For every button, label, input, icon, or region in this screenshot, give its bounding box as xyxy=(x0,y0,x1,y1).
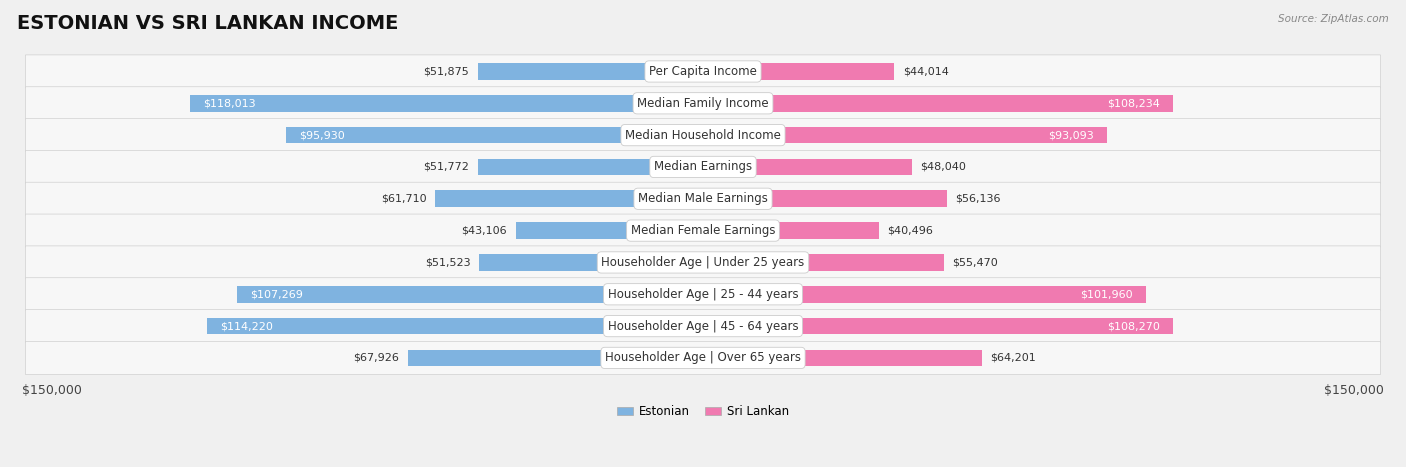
Bar xyxy=(703,350,981,366)
Bar xyxy=(703,63,894,80)
Text: Per Capita Income: Per Capita Income xyxy=(650,65,756,78)
Bar xyxy=(478,159,703,175)
Bar xyxy=(703,127,1108,143)
Text: $61,710: $61,710 xyxy=(381,194,426,204)
Text: $51,875: $51,875 xyxy=(423,66,470,77)
Text: Householder Age | 25 - 44 years: Householder Age | 25 - 44 years xyxy=(607,288,799,301)
Bar xyxy=(478,63,703,80)
FancyBboxPatch shape xyxy=(25,341,1381,375)
Bar xyxy=(479,254,703,271)
Text: $118,013: $118,013 xyxy=(204,98,256,108)
Text: $40,496: $40,496 xyxy=(887,226,934,236)
Text: $56,136: $56,136 xyxy=(956,194,1001,204)
Bar xyxy=(703,286,1146,303)
Text: $107,269: $107,269 xyxy=(250,289,304,299)
Text: $108,234: $108,234 xyxy=(1107,98,1160,108)
Text: $51,523: $51,523 xyxy=(425,257,471,268)
Text: $95,930: $95,930 xyxy=(299,130,344,140)
Bar xyxy=(516,222,703,239)
Text: $48,040: $48,040 xyxy=(921,162,966,172)
Text: Householder Age | Under 25 years: Householder Age | Under 25 years xyxy=(602,256,804,269)
Bar xyxy=(703,191,946,207)
Text: $55,470: $55,470 xyxy=(953,257,998,268)
Bar xyxy=(703,159,911,175)
Text: $108,270: $108,270 xyxy=(1108,321,1160,331)
Text: $51,772: $51,772 xyxy=(423,162,470,172)
Text: $43,106: $43,106 xyxy=(461,226,508,236)
Bar xyxy=(434,191,703,207)
Text: $93,093: $93,093 xyxy=(1049,130,1094,140)
Text: $114,220: $114,220 xyxy=(219,321,273,331)
Text: Median Household Income: Median Household Income xyxy=(626,128,780,142)
FancyBboxPatch shape xyxy=(25,87,1381,120)
Text: Median Earnings: Median Earnings xyxy=(654,161,752,173)
Bar xyxy=(190,95,703,112)
Text: Median Male Earnings: Median Male Earnings xyxy=(638,192,768,205)
Bar xyxy=(287,127,703,143)
Text: $67,926: $67,926 xyxy=(353,353,399,363)
FancyBboxPatch shape xyxy=(25,246,1381,279)
Text: $44,014: $44,014 xyxy=(903,66,949,77)
Legend: Estonian, Sri Lankan: Estonian, Sri Lankan xyxy=(612,401,794,423)
Text: $101,960: $101,960 xyxy=(1080,289,1133,299)
Text: Source: ZipAtlas.com: Source: ZipAtlas.com xyxy=(1278,14,1389,24)
Bar xyxy=(703,318,1173,334)
FancyBboxPatch shape xyxy=(25,119,1381,152)
Text: Median Female Earnings: Median Female Earnings xyxy=(631,224,775,237)
Bar xyxy=(408,350,703,366)
Text: ESTONIAN VS SRI LANKAN INCOME: ESTONIAN VS SRI LANKAN INCOME xyxy=(17,14,398,33)
Text: Median Family Income: Median Family Income xyxy=(637,97,769,110)
FancyBboxPatch shape xyxy=(25,278,1381,311)
FancyBboxPatch shape xyxy=(25,214,1381,247)
Bar xyxy=(238,286,703,303)
FancyBboxPatch shape xyxy=(25,310,1381,343)
Bar xyxy=(703,222,879,239)
Text: Householder Age | 45 - 64 years: Householder Age | 45 - 64 years xyxy=(607,319,799,333)
Bar xyxy=(207,318,703,334)
Text: $64,201: $64,201 xyxy=(990,353,1036,363)
FancyBboxPatch shape xyxy=(25,55,1381,88)
FancyBboxPatch shape xyxy=(25,182,1381,215)
FancyBboxPatch shape xyxy=(25,150,1381,184)
Text: Householder Age | Over 65 years: Householder Age | Over 65 years xyxy=(605,352,801,364)
Bar xyxy=(703,95,1173,112)
Bar xyxy=(703,254,943,271)
